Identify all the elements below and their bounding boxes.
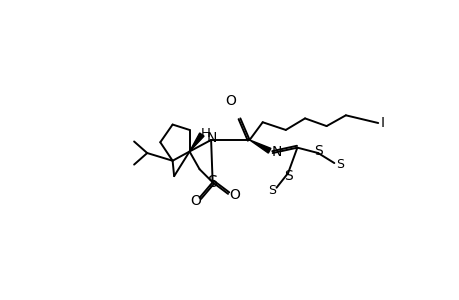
Text: S: S <box>267 184 275 197</box>
Text: S: S <box>284 169 293 183</box>
Text: N: N <box>271 145 281 159</box>
Polygon shape <box>189 133 204 152</box>
Text: I: I <box>380 116 384 130</box>
Text: S: S <box>207 175 217 190</box>
Text: O: O <box>224 94 235 108</box>
Text: O: O <box>190 194 201 208</box>
Polygon shape <box>249 140 270 153</box>
Text: S: S <box>336 158 344 171</box>
Text: O: O <box>229 188 240 203</box>
Text: N: N <box>206 130 217 145</box>
Text: S: S <box>314 144 323 158</box>
Text: H: H <box>200 127 210 140</box>
